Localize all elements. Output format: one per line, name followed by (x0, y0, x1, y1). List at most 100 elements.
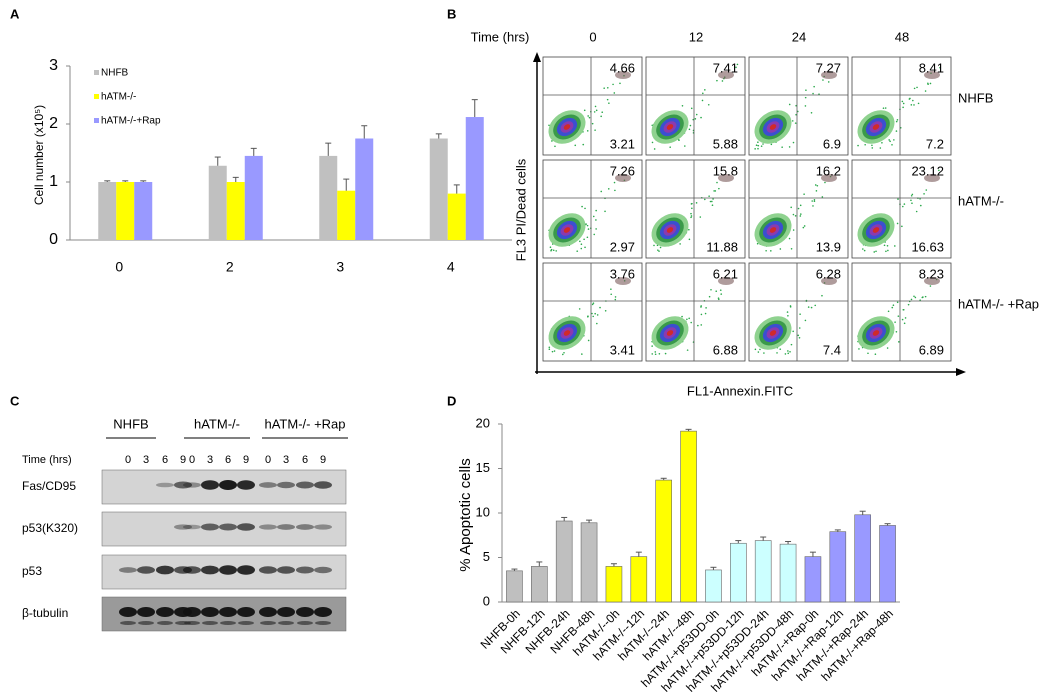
time-label: Time (hrs) (471, 29, 530, 44)
quadrant-value: 6.88 (713, 342, 738, 357)
bar (429, 138, 448, 240)
blot-band (314, 524, 332, 530)
quadrant-value: 8.41 (919, 60, 944, 75)
blot-band (259, 524, 277, 530)
bar (730, 542, 747, 603)
quadrant-value: 7.27 (816, 60, 841, 75)
event-dot (553, 350, 556, 352)
bar (98, 182, 117, 240)
event-dot (716, 79, 718, 82)
lane-label: 6 (225, 454, 231, 466)
event-dot (798, 327, 801, 329)
event-dot (756, 242, 759, 245)
event-dot (789, 306, 792, 308)
event-dot (896, 119, 899, 121)
blot-band (260, 621, 276, 625)
event-dot (759, 348, 761, 351)
quadrant-value: 3.21 (610, 136, 635, 151)
quadrant-value: 16.63 (911, 239, 944, 254)
panel-label: B (447, 6, 456, 21)
event-dot (695, 202, 698, 204)
event-dot (794, 122, 797, 124)
event-dot (903, 322, 906, 325)
event-dot (700, 324, 703, 326)
event-dot (599, 306, 601, 309)
y-tick-label: 0 (483, 593, 490, 608)
event-dot (787, 314, 789, 317)
event-dot (885, 250, 887, 253)
quadrant-value: 6.89 (919, 342, 944, 357)
event-dot (591, 312, 593, 315)
blot-row-label: β-tubulin (22, 606, 68, 620)
event-dot (787, 350, 789, 352)
event-dot (704, 312, 707, 315)
blot-band (156, 482, 174, 488)
event-dot (576, 250, 579, 252)
event-dot (879, 147, 882, 149)
event-dot (592, 315, 594, 318)
event-dot (554, 145, 556, 148)
event-dot (888, 139, 890, 141)
event-dot (592, 302, 595, 304)
event-dot (550, 248, 553, 251)
blot-band (174, 481, 192, 489)
y-tick-label: 1 (49, 173, 58, 190)
event-dot (681, 315, 683, 318)
blot-band (277, 566, 295, 574)
legend-label: hATM-/-+Rap (101, 116, 161, 127)
quadrant-value: 3.76 (610, 266, 635, 281)
lane-label: 3 (207, 454, 213, 466)
event-dot (614, 189, 616, 192)
event-dot (798, 336, 801, 339)
blot-band (259, 607, 277, 617)
quadrant-value: 23.12 (911, 163, 944, 178)
event-dot (686, 318, 688, 321)
event-dot (754, 348, 757, 351)
panel-label: C (10, 393, 20, 408)
event-dot (715, 290, 718, 293)
lane-label: 6 (162, 454, 168, 466)
event-dot (678, 139, 680, 142)
population (821, 174, 837, 182)
y-tick-label: 15 (476, 460, 490, 475)
event-dot (707, 103, 710, 106)
event-dot (551, 140, 553, 142)
event-dot (604, 309, 607, 312)
event-dot (914, 296, 917, 299)
event-dot (653, 148, 656, 150)
event-dot (587, 339, 590, 342)
time-label: Time (hrs) (22, 454, 72, 466)
population (872, 330, 880, 336)
event-dot (688, 238, 691, 241)
lane-label: 6 (302, 454, 308, 466)
event-dot (790, 247, 793, 250)
event-dot (548, 348, 551, 351)
event-dot (653, 244, 655, 247)
y-axis-label: % Apoptotic cells (457, 458, 474, 571)
legend-label: hATM-/- (101, 92, 136, 103)
event-dot (594, 312, 596, 315)
event-dot (716, 181, 718, 184)
event-dot (807, 306, 810, 308)
blot-band (201, 523, 219, 531)
y-tick-label: 2 (49, 115, 58, 132)
blot-band (201, 565, 219, 575)
event-dot (704, 198, 706, 201)
group-label: hATM-/- (194, 416, 240, 431)
event-dot (824, 181, 826, 184)
blot-band (184, 621, 200, 625)
quadrant-value: 7.26 (610, 163, 635, 178)
blot-band (314, 481, 332, 489)
event-dot (792, 229, 795, 231)
event-dot (595, 219, 597, 221)
event-dot (784, 353, 787, 355)
event-dot (657, 249, 659, 251)
event-dot (699, 216, 702, 218)
event-dot (902, 308, 905, 311)
event-dot (897, 198, 899, 200)
event-dot (903, 203, 906, 205)
event-dot (717, 297, 720, 299)
bar (355, 138, 374, 240)
arrow (956, 368, 966, 376)
population (821, 277, 837, 285)
